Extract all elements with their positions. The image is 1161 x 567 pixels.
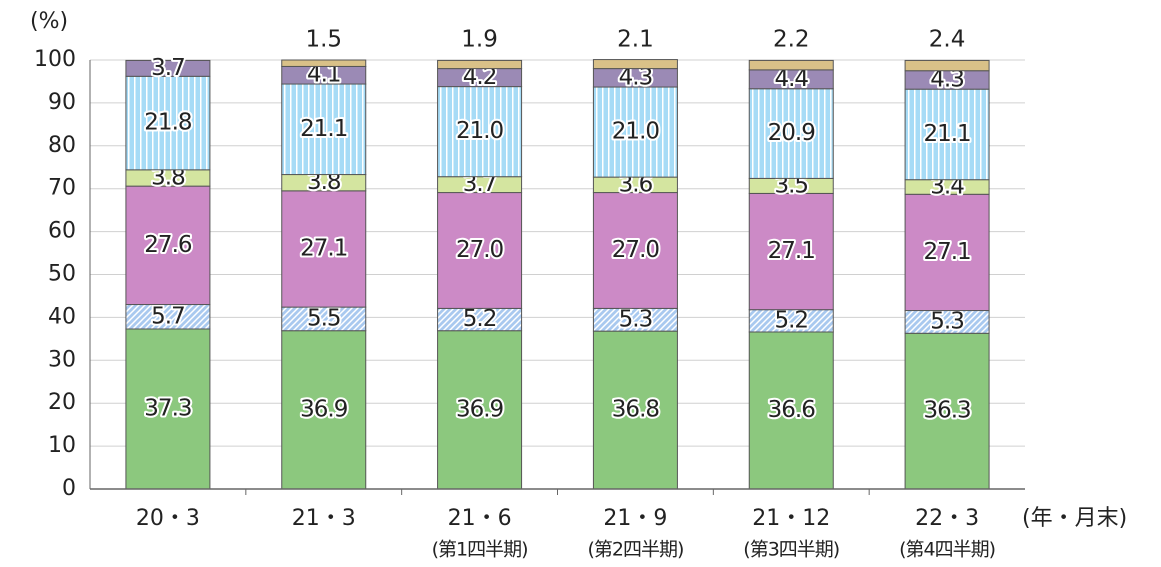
bar-segment (437, 59, 523, 70)
data-label: 36.9 (300, 396, 348, 422)
x-tick-note: (第1四半期) (432, 539, 528, 561)
data-label: 27.1 (300, 235, 347, 261)
bar-segment (748, 59, 834, 71)
bar-segment (281, 83, 367, 176)
data-label: 5.2 (774, 307, 808, 333)
bar-segment (904, 88, 990, 181)
bar-segment (125, 328, 211, 490)
bar-segment (281, 330, 367, 490)
data-label: 36.8 (612, 397, 660, 423)
data-label: 36.6 (768, 397, 816, 423)
y-tick-label: 20 (48, 390, 76, 415)
data-label: 2.4 (929, 27, 966, 53)
data-label: 1.5 (305, 27, 342, 53)
data-label: 27.6 (144, 232, 192, 258)
data-label: 3.7 (151, 55, 185, 81)
y-tick-label: 60 (48, 219, 76, 244)
x-tick-note: (第3四半期) (743, 539, 839, 561)
data-label: 2.2 (773, 27, 810, 53)
bar-segment (437, 330, 523, 490)
data-label: 1.9 (461, 27, 498, 53)
data-label: 5.3 (619, 306, 653, 332)
data-label: 5.2 (463, 306, 497, 332)
bar-segment (592, 86, 678, 178)
data-label: 21.8 (144, 110, 192, 136)
bar-segment (281, 190, 367, 308)
x-axis-label: (年・月末) (1022, 506, 1127, 531)
data-label: 21.0 (612, 119, 660, 145)
data-label: 5.7 (151, 303, 185, 329)
x-tick-label: 21・9 (603, 506, 667, 531)
data-label: 27.0 (456, 237, 504, 263)
x-tick-label: 21・12 (752, 506, 830, 531)
y-tick-label: 100 (34, 47, 76, 72)
data-label: 21.1 (300, 116, 347, 142)
y-tick-label: 50 (48, 262, 76, 287)
data-label: 2.1 (617, 27, 654, 53)
y-tick-label: 90 (48, 90, 76, 115)
y-tick-label: 40 (48, 304, 76, 329)
bar-segment (437, 86, 523, 178)
data-label: 36.3 (923, 398, 970, 424)
y-tick-label: 0 (62, 476, 76, 501)
y-axis-label: (%) (30, 9, 68, 34)
x-tick-label: 21・3 (292, 506, 356, 531)
x-tick-note: (第4四半期) (899, 539, 995, 561)
data-label: 37.3 (144, 395, 191, 421)
y-tick-label: 10 (48, 433, 76, 458)
bar-segment (592, 59, 678, 70)
x-tick-note: (第2四半期) (587, 539, 683, 561)
data-label: 21.1 (923, 121, 970, 147)
bar-segment (904, 59, 990, 72)
data-label: 27.1 (923, 239, 970, 265)
bar-segment (125, 59, 211, 77)
bar-segment (748, 192, 834, 311)
x-tick-label: 22・3 (915, 506, 979, 531)
y-tick-label: 30 (48, 347, 76, 372)
data-label: 27.1 (768, 238, 815, 264)
bar-segment (748, 331, 834, 490)
y-tick-label: 70 (48, 176, 76, 201)
data-label: 20.9 (768, 120, 816, 146)
data-label: 36.9 (456, 396, 504, 422)
y-tick-label: 80 (48, 133, 76, 158)
bar-segment (592, 330, 678, 490)
data-label: 5.5 (307, 305, 341, 331)
bar-segment (281, 59, 367, 67)
data-label: 21.0 (456, 118, 504, 144)
x-tick-label: 21・6 (448, 506, 512, 531)
bar-segment (904, 193, 990, 312)
bar-segment (592, 192, 678, 309)
data-label: 27.0 (612, 237, 660, 263)
data-label: 5.3 (930, 308, 964, 334)
x-tick-label: 20・3 (136, 506, 200, 531)
